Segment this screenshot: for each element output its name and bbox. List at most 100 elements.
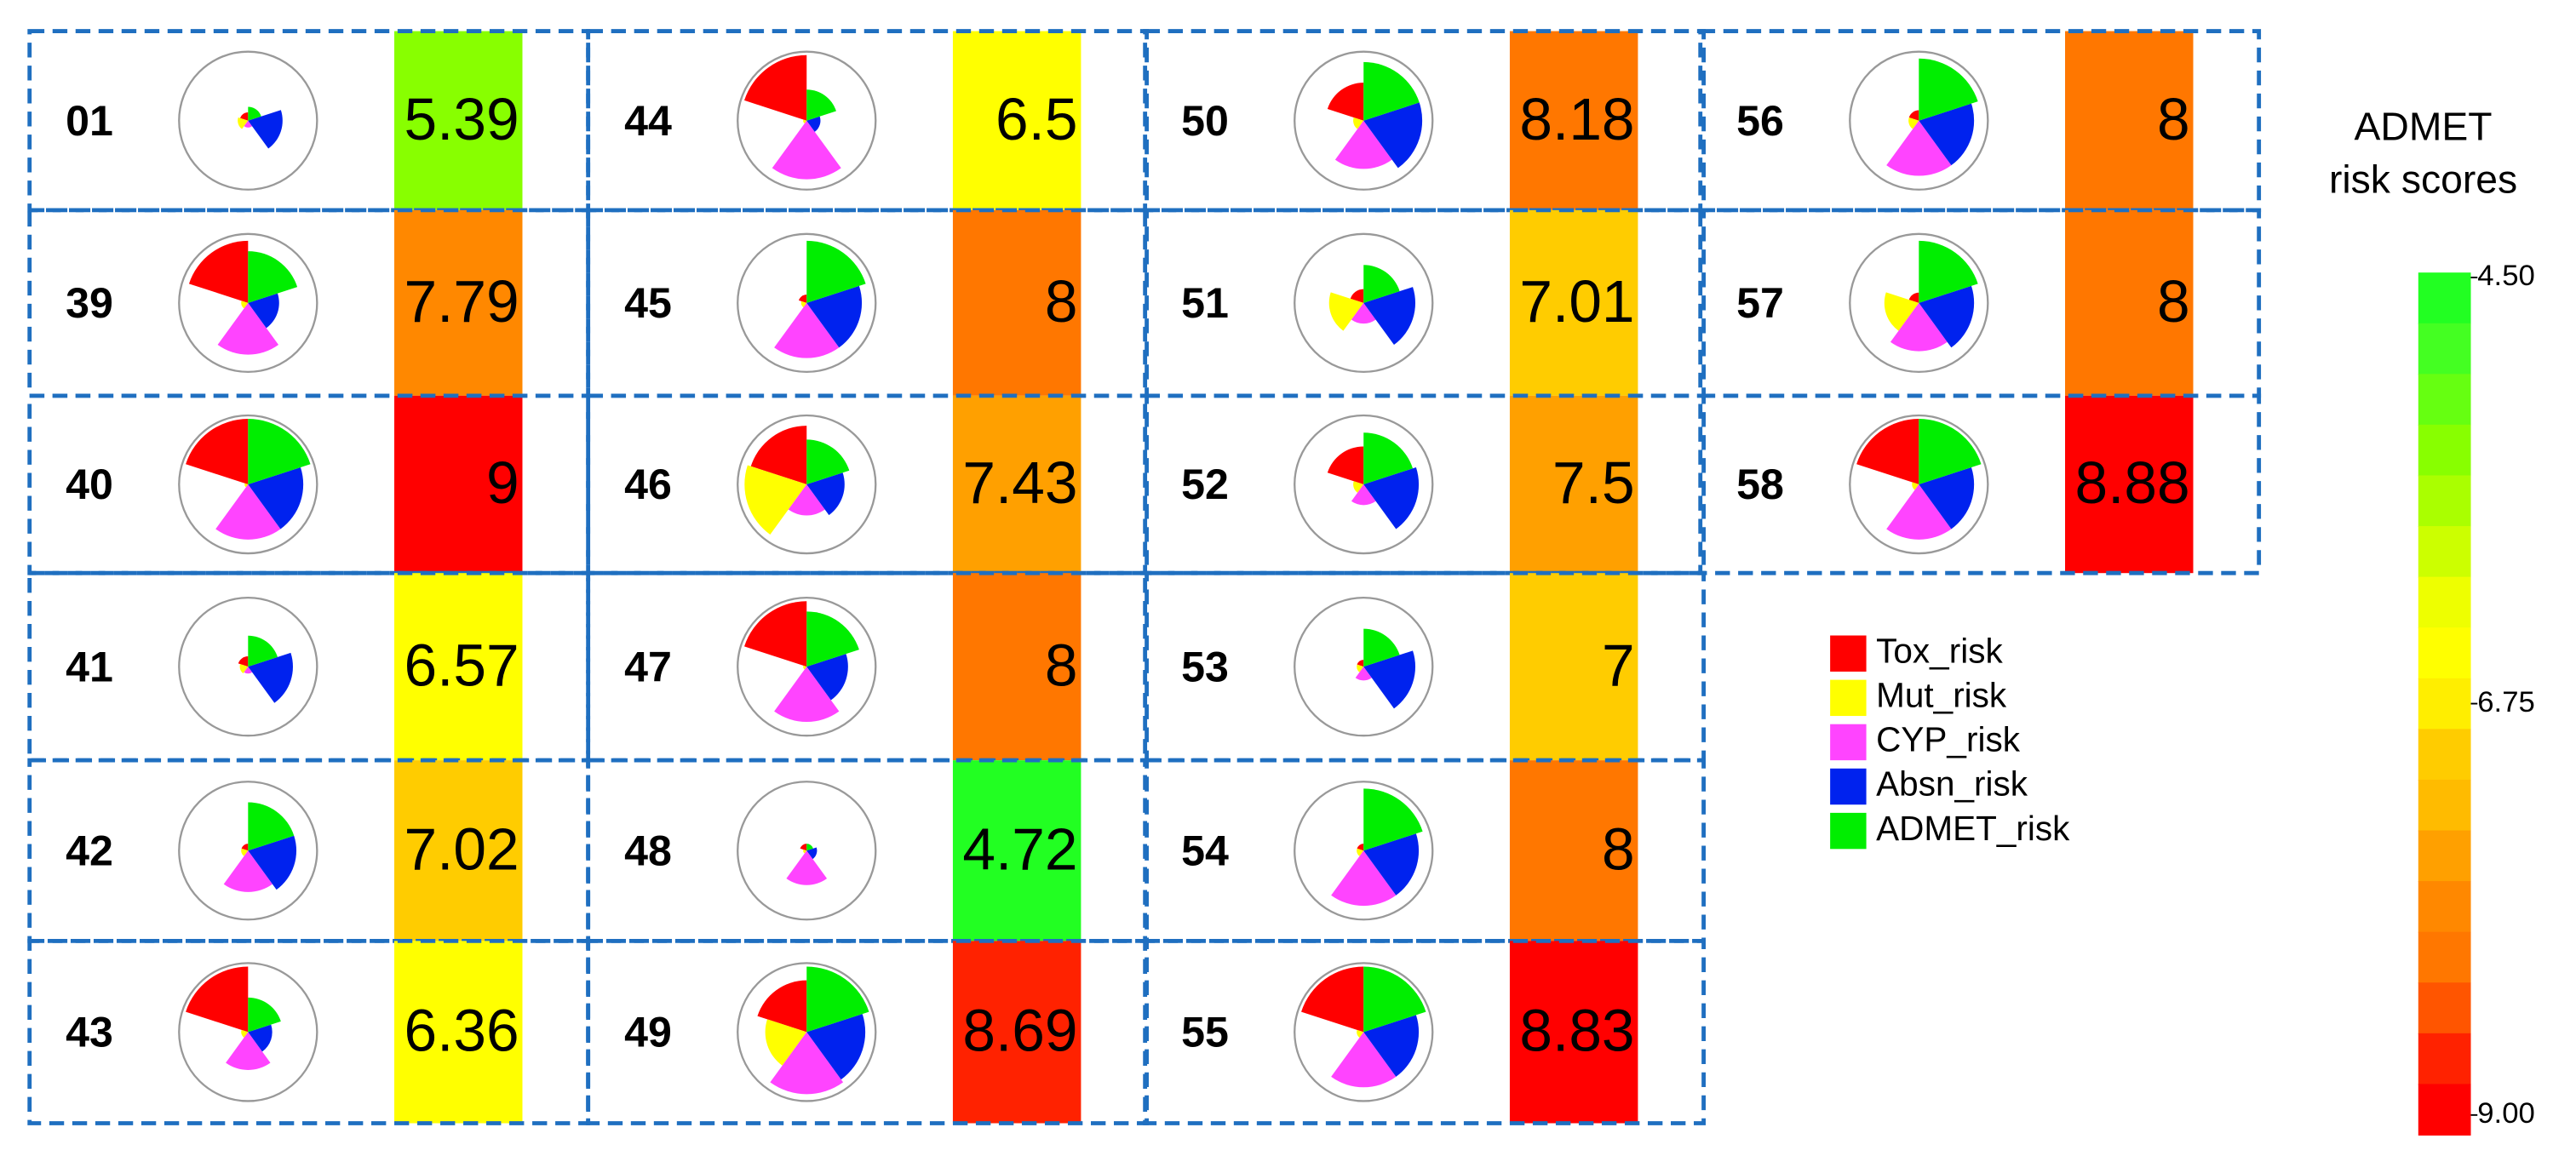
compound-id: 42 xyxy=(66,827,113,874)
petal xyxy=(1919,419,1982,485)
petal xyxy=(806,844,813,851)
score-label: 8 xyxy=(2157,268,2190,335)
score-label: 7.01 xyxy=(1519,268,1634,335)
score-label: 9 xyxy=(486,449,519,516)
compound-id: 44 xyxy=(624,97,672,145)
score-label: 8 xyxy=(1045,268,1078,335)
compound-id: 54 xyxy=(1181,827,1229,874)
score-box xyxy=(1509,760,1638,941)
legend-label: Absn_risk xyxy=(1876,764,2028,804)
petal xyxy=(744,54,807,121)
petal xyxy=(744,465,807,535)
score-label: 8 xyxy=(1045,632,1078,698)
petal xyxy=(1886,120,1952,176)
score-box xyxy=(394,31,523,210)
petal xyxy=(217,302,279,355)
score-box xyxy=(952,941,1081,1124)
petal xyxy=(1363,833,1420,896)
score-box xyxy=(394,395,523,574)
score-box xyxy=(1509,573,1638,761)
score-box xyxy=(2065,395,2194,574)
petal xyxy=(1886,484,1952,540)
score-box xyxy=(394,573,523,761)
colorbar-title: ADMET xyxy=(2355,105,2493,149)
score-box xyxy=(1509,941,1638,1124)
petal xyxy=(806,439,850,485)
petal xyxy=(248,467,304,529)
petal xyxy=(1919,467,1975,529)
petal xyxy=(1919,58,1978,121)
colorbar-band xyxy=(2418,526,2471,578)
petal xyxy=(223,850,273,892)
colorbar-band xyxy=(2418,982,2471,1034)
petal xyxy=(1363,966,1426,1033)
petal xyxy=(248,652,293,703)
petal xyxy=(1327,446,1364,485)
legend-swatch xyxy=(1830,635,1867,672)
compound-id: 45 xyxy=(624,279,672,327)
petal xyxy=(1334,120,1392,169)
compound-id: 53 xyxy=(1181,643,1229,690)
score-box xyxy=(1509,209,1638,396)
petal xyxy=(806,240,866,303)
petal xyxy=(798,295,807,303)
petal xyxy=(238,117,249,129)
colorbar-band xyxy=(2418,830,2471,883)
colorbar-band xyxy=(2418,475,2471,528)
compound-id: 48 xyxy=(624,827,672,874)
compound-id: 52 xyxy=(1181,461,1229,508)
petal xyxy=(1363,628,1400,667)
score-label: 6.5 xyxy=(995,86,1078,152)
petal xyxy=(806,285,863,348)
petal xyxy=(800,300,807,308)
score-box xyxy=(394,941,523,1124)
legend-swatch xyxy=(1830,812,1867,850)
petal xyxy=(1908,117,1919,129)
petal xyxy=(215,484,281,540)
score-box xyxy=(394,760,523,941)
petal xyxy=(248,635,278,667)
score-label: 4.72 xyxy=(962,815,1077,882)
petal xyxy=(1353,117,1364,129)
colorbar-band xyxy=(2418,678,2471,730)
compound-id: 51 xyxy=(1181,279,1229,327)
petal xyxy=(248,110,283,149)
colorbar-band xyxy=(2418,1033,2471,1085)
colorbar-band xyxy=(2418,729,2471,781)
score-label: 8.69 xyxy=(962,998,1077,1064)
legend-label: ADMET_risk xyxy=(1876,809,2070,848)
petal xyxy=(240,112,249,121)
compound-id: 50 xyxy=(1181,97,1229,145)
colorbar-tick-label: 6.75 xyxy=(2477,686,2535,718)
colorbar-band xyxy=(2418,627,2471,679)
legend-label: Mut_risk xyxy=(1876,676,2007,715)
score-box xyxy=(952,573,1081,761)
colorbar-band xyxy=(2418,779,2471,832)
petal xyxy=(1363,432,1414,485)
score-box xyxy=(2065,31,2194,210)
petal xyxy=(803,119,807,123)
petal xyxy=(788,484,825,516)
petal xyxy=(244,483,249,488)
petal xyxy=(806,472,845,516)
petal xyxy=(765,1019,807,1066)
petal xyxy=(774,302,840,358)
petal xyxy=(806,1014,866,1080)
score-box xyxy=(1509,31,1638,210)
petal xyxy=(772,120,841,180)
compound-id: 41 xyxy=(66,643,113,690)
legend-swatch xyxy=(1830,768,1867,805)
petal xyxy=(248,835,297,890)
score-label: 6.36 xyxy=(404,998,519,1064)
petal xyxy=(806,611,859,667)
score-label: 8.88 xyxy=(2074,449,2189,516)
petal xyxy=(744,601,807,667)
petal xyxy=(1331,850,1397,907)
colorbar-band xyxy=(2418,881,2471,933)
petal xyxy=(1856,419,1919,485)
petal xyxy=(1919,240,1978,303)
petal xyxy=(186,419,249,485)
petal xyxy=(244,120,253,128)
